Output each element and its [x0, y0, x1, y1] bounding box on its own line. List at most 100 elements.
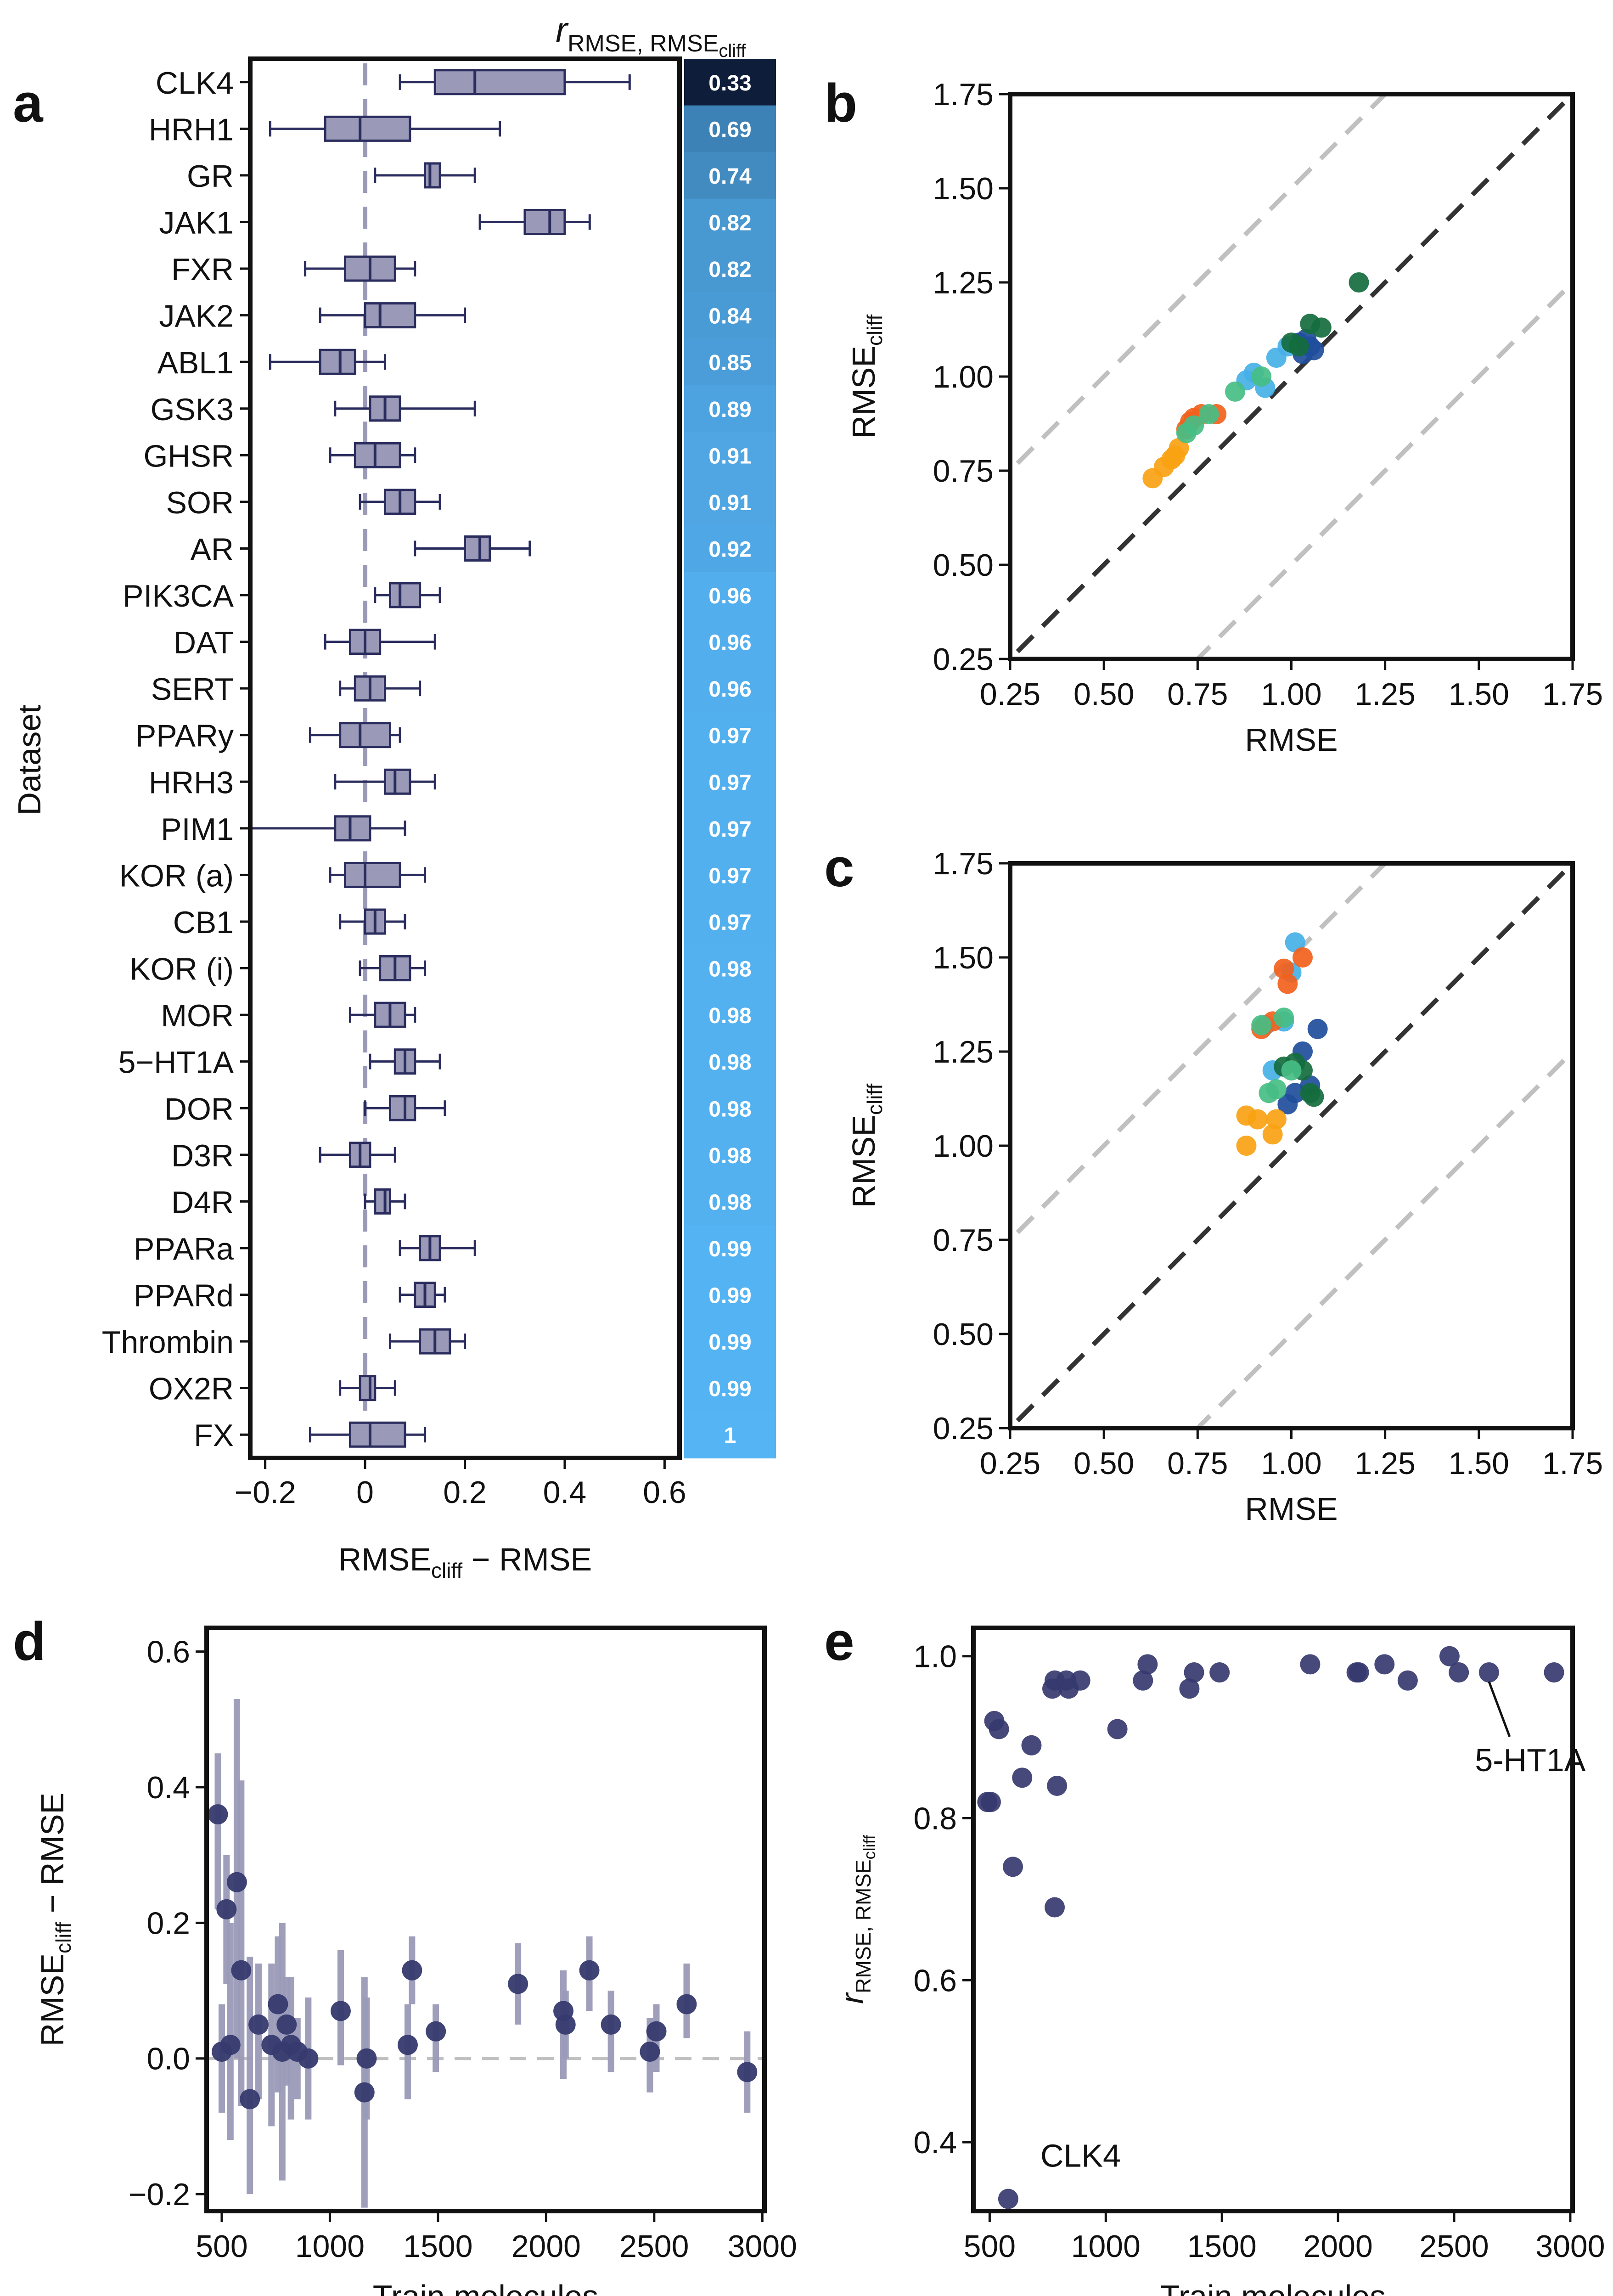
y-tick-label: DAT	[174, 625, 234, 660]
y-tick-label: 0.25	[933, 642, 994, 677]
box-MOR	[348, 1002, 416, 1028]
data-point	[989, 1719, 1009, 1739]
panel-label-e: e	[824, 1611, 854, 1672]
data-point	[1397, 1670, 1418, 1691]
box-iqr	[388, 582, 422, 608]
x-tick-label: 1500	[403, 2229, 472, 2264]
heatmap-cell	[684, 851, 776, 899]
box-AR	[414, 535, 531, 562]
data-point	[231, 1960, 252, 1981]
box-JAK1	[478, 208, 591, 235]
x-tick-label: 2500	[619, 2229, 689, 2264]
heatmap-value: 0.99	[708, 1284, 751, 1308]
y-tick-label: 0.8	[913, 1801, 957, 1836]
box-DAT	[324, 629, 436, 655]
point-smiles	[1251, 1015, 1272, 1035]
box-OX2R	[339, 1375, 396, 1401]
y-tick-label: CLK4	[156, 66, 234, 101]
y-tick-label: 1.50	[933, 940, 994, 975]
y-tick-label: 1.25	[933, 265, 994, 300]
y-tick-label: JAK1	[159, 205, 234, 240]
heatmap-value: 0.69	[708, 118, 751, 142]
x-tick-label: 500	[964, 2229, 1016, 2264]
y-tick-label: CB1	[173, 905, 234, 940]
x-tick-label: 0.50	[1073, 1446, 1134, 1481]
x-tick-label: 1500	[1187, 2229, 1257, 2264]
heatmap-cell	[684, 245, 776, 293]
y-tick-label: GHSR	[144, 439, 234, 473]
annotation-clk4: CLK4	[1040, 2138, 1121, 2174]
data-point	[1544, 1662, 1564, 1683]
data-point	[426, 2021, 446, 2042]
box-iqr	[374, 1188, 391, 1215]
x-tick-label: 2500	[1419, 2229, 1489, 2264]
data-point	[1374, 1654, 1395, 1675]
x-tick-label: 0.6	[643, 1475, 686, 1510]
box-PIM1	[249, 815, 406, 842]
data-point	[208, 1804, 228, 1825]
data-point	[1021, 1735, 1042, 1756]
point-whim	[1285, 1083, 1305, 1103]
x-tick-label: 1.50	[1449, 677, 1509, 712]
heatmap-value: 0.85	[708, 351, 751, 375]
data-point	[1133, 1670, 1153, 1691]
heatmap-value: 0.74	[708, 164, 752, 189]
data-point	[1478, 1662, 1499, 1683]
y-tick-label: 0.2	[146, 1906, 190, 1941]
heatmap-value: 0.99	[708, 1237, 751, 1261]
point-ecfp	[1165, 445, 1186, 466]
data-point	[354, 2082, 375, 2103]
point-whim	[1307, 1019, 1328, 1039]
data-point	[276, 2014, 297, 2035]
y-tick-label: 0.6	[913, 1963, 957, 1998]
heatmap-value: 0.97	[708, 724, 751, 748]
heatmap-cell	[684, 198, 776, 246]
heatmap-cell	[684, 525, 776, 573]
y-tick-label: 0.4	[913, 2125, 957, 2160]
heatmap-value: 0.98	[708, 1004, 751, 1028]
box-HRH1	[269, 115, 501, 142]
point-graph	[1349, 272, 1369, 293]
x-tick-label: 0.50	[1073, 677, 1134, 712]
point-maccs	[1293, 947, 1313, 968]
box-GSK3	[334, 395, 476, 422]
x-tick-label: 0.75	[1167, 677, 1228, 712]
heatmap-value: 0.97	[708, 911, 751, 935]
box-FX	[309, 1421, 427, 1448]
x-tick-label: 0.25	[980, 677, 1040, 712]
box-5−HT1A	[369, 1048, 441, 1075]
y-tick-label: KOR (a)	[119, 858, 234, 893]
y-tick-label: 1.25	[933, 1035, 994, 1069]
heatmap-value: 0.99	[708, 1330, 751, 1355]
y-tick-label: MOR	[161, 998, 234, 1033]
y-tick-label: 1.00	[933, 360, 994, 394]
panel-a-heatmap: 0.33 0.69 0.74 0.82 0.82 0.84 0.85 0.89 0.91 0.91…	[556, 10, 776, 1458]
y-tick-label: Thrombin	[102, 1325, 234, 1360]
x-tick-label: 0.25	[980, 1446, 1040, 1481]
point-smiles	[1281, 1060, 1302, 1080]
box-D4R	[364, 1188, 406, 1215]
data-point	[268, 1994, 288, 2015]
point-maccs	[1277, 974, 1298, 994]
box-KOR (i)	[359, 955, 427, 982]
heatmap-cell	[684, 292, 776, 339]
box-iqr	[344, 861, 401, 888]
y-axis-label: Dataset	[11, 704, 47, 815]
x-tick-label: 1000	[1071, 2229, 1141, 2264]
plot-frame	[971, 1626, 1575, 2213]
data-point	[402, 1960, 422, 1981]
heatmap-cell	[684, 1131, 776, 1179]
heatmap-value: 0.91	[708, 444, 751, 468]
data-point	[1184, 1662, 1204, 1683]
x-tick-label: −0.2	[234, 1475, 296, 1510]
heatmap-value: 0.84	[708, 304, 752, 329]
y-axis-label: RMSEcliff	[846, 1084, 887, 1208]
data-point	[1300, 1654, 1321, 1675]
heatmap-cell	[684, 572, 776, 619]
panel-label-d: d	[13, 1611, 46, 1672]
x-tick-label: 0	[356, 1475, 374, 1510]
y-axis-label: RMSEcliff	[846, 315, 887, 439]
heatmap-value: 0.98	[708, 1144, 751, 1168]
point-ecfp	[1248, 1109, 1268, 1130]
